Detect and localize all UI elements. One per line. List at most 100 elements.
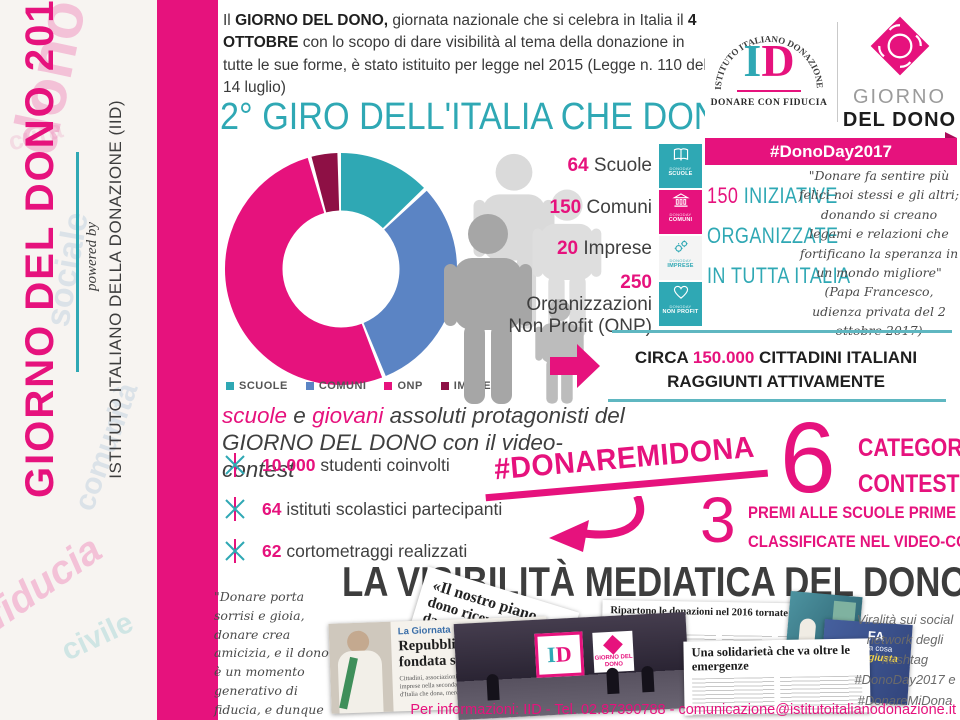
intro-paragraph: Il GIORNO DEL DONO, giornata nazionale c…: [223, 10, 715, 100]
intro-text: con lo scopo di dare visibilità al tema …: [223, 34, 707, 97]
badge-brand-label: DONODAY: [669, 212, 692, 217]
video-stat-cortometraggi: 62 cortometraggi realizzati: [222, 538, 467, 564]
iniziative-block: 150 INIZIATIVE ORGANIZZATE IN TUTTA ITAL…: [707, 176, 851, 296]
istituti-count: 64: [262, 498, 282, 519]
diamond-logo-icon: [870, 16, 929, 75]
asterisk-icon: [225, 539, 245, 563]
brand-giorno: GIORNO: [852, 85, 947, 108]
iid-arc-text: ISTITUTO ITALIANO DONAZIONE: [713, 34, 824, 90]
intro-bold-giorno: GIORNO DEL DONO,: [235, 12, 389, 29]
legend-item: COMUNI: [305, 380, 367, 392]
asterisk-icon: [225, 497, 245, 521]
highlight-giovani: giovani: [312, 403, 384, 428]
intro-bold-date: 4 OTTOBRE: [223, 12, 697, 52]
stat-scuole: 64 Scuole: [567, 155, 652, 177]
reach-statement: CIRCA 150.000 CITTADINI ITALIANI RAGGIUN…: [634, 348, 918, 391]
curl-arrow-icon: [549, 496, 645, 552]
sidebar-organization: ISTITUTO ITALIANO DELLA DONAZIONE (IID): [106, 100, 125, 479]
ribbon-fold: [945, 132, 957, 138]
badge-comuni: DONODAY COMUNI: [659, 190, 702, 234]
badge-brand-label: DONODAY: [669, 304, 692, 309]
quote-text: "Donare fa sentire più felici noi stessi…: [798, 168, 960, 280]
reach-number: 150.000: [692, 348, 755, 367]
badge-name-label: SCUOLE: [668, 171, 693, 177]
watermark-word: civile: [56, 605, 139, 668]
stat-imprese: 20 Imprese: [557, 238, 652, 260]
footer-contact: Per informazioni: IID - Tel. 02.87390788…: [410, 702, 956, 718]
intro-text: giornata nazionale che si celebra in Ita…: [388, 12, 688, 29]
badge-name-label: COMUNI: [668, 217, 693, 223]
iid-tagline: DONARE CON FIDUCIA: [710, 98, 828, 108]
powered-by-label: powered by: [84, 222, 100, 292]
cortometraggi-count: 62: [262, 540, 282, 561]
intro-text: Il: [223, 12, 236, 29]
legend-item: ONP: [384, 380, 422, 392]
press-collage: «Il nostro piano dono ricevuto da con Ri…: [328, 566, 913, 720]
press-photo: [328, 621, 394, 714]
legend-marker: [305, 382, 314, 390]
quote-mattarella: "Donare porta sorrisi e gioia, donare cr…: [214, 588, 338, 720]
brand-del-dono: DEL DONO: [842, 108, 957, 131]
badge-brand-label: DONODAY: [669, 166, 692, 171]
donut-chart-svg: [224, 152, 458, 386]
stat-comuni: 150 Comuni: [550, 197, 652, 219]
stat-onp: 250 Organizzazioni Non Profit (ONP): [492, 272, 652, 338]
protagonists-statement: scuole e giovani assoluti protagonisti d…: [222, 403, 625, 482]
divider-line: [612, 330, 952, 333]
stage-figure: [486, 673, 500, 701]
categorie-number: 6: [780, 402, 836, 514]
iniziative-line3: IN TUTTA ITALIA: [707, 263, 851, 288]
legend-marker: [384, 382, 393, 390]
bank-icon: [671, 193, 690, 207]
donut-segment-comuni: [224, 152, 458, 386]
premi-number: 3: [700, 484, 736, 556]
premi-line2: CLASSIFICATE NEL VIDEO-CONTEST: [748, 532, 960, 551]
donut-segment-scuole: [224, 152, 458, 386]
legend-item: SCUOLE: [226, 380, 288, 392]
logo-separator: [837, 22, 838, 122]
divider-line: [608, 399, 946, 402]
gears-icon: [674, 240, 688, 253]
magenta-accent-bar: [157, 0, 218, 720]
heart-icon: [673, 285, 688, 299]
book-icon: [673, 148, 688, 161]
iniziative-line1: 150 INIZIATIVE: [707, 183, 838, 208]
badge-name-label: NON PROFIT: [662, 309, 699, 315]
legend-marker: [440, 382, 449, 390]
legend-label: COMUNI: [318, 380, 367, 392]
diamond-logo-icon: [603, 634, 623, 655]
stat-scuole-value: 64: [567, 155, 589, 176]
legend-label: SCUOLE: [239, 380, 288, 392]
donut-segment-onp: [224, 152, 458, 386]
highlight-scuole: scuole: [222, 403, 288, 428]
stage-figure: [606, 667, 620, 695]
right-arrow-icon: [550, 344, 600, 388]
page-title: 2° GIRO DELL'ITALIA CHE DONA: [220, 96, 742, 138]
video-stat-studenti: 10.000 studenti coinvolti: [222, 452, 450, 478]
donoday-ribbon: #DonoDay2017: [705, 132, 957, 165]
sidebar-divider: [76, 152, 79, 372]
categorie-line2: CONTEST: [858, 470, 960, 498]
legend-label: ONP: [397, 380, 423, 392]
stat-comuni-value: 150: [549, 197, 582, 218]
studenti-count: 10.000: [262, 454, 316, 475]
stage-screen-logo: GIORNO DEL DONO: [592, 630, 635, 673]
stat-imprese-label: Imprese: [578, 238, 652, 259]
donut-chart: [222, 150, 460, 388]
badge-non-profit: DONODAY NON PROFIT: [659, 282, 702, 326]
legend-marker: [226, 382, 234, 390]
giorno-del-dono-logo: GIORNO DEL DONO: [842, 13, 957, 132]
stage-screen-id: ID: [534, 631, 585, 678]
badge-brand-label: DONODAY: [669, 258, 692, 263]
badge-name-label: IMPRESE: [667, 263, 694, 269]
donoday-badge-strip: DONODAY SCUOLE DONODAY COMUNI DONODAY IM…: [659, 144, 702, 328]
donoday-hashtag: #DonoDay2017: [770, 142, 892, 161]
categorie-labels: CATEGORIE CONTEST: [858, 430, 960, 502]
quote-text: "Donare porta sorrisi e gioia, donare cr…: [214, 589, 329, 717]
sidebar-title: GIORNO DEL DONO 2017: [18, 0, 62, 498]
premi-line1: PREMI ALLE SCUOLE PRIME: [748, 503, 957, 522]
iid-underline: [737, 90, 801, 92]
video-stat-istituti: 64 istituti scolastici partecipanti: [222, 496, 502, 522]
iid-logo: ISTITUTO ITALIANO DONAZIONE ID DONARE CO…: [705, 12, 833, 132]
